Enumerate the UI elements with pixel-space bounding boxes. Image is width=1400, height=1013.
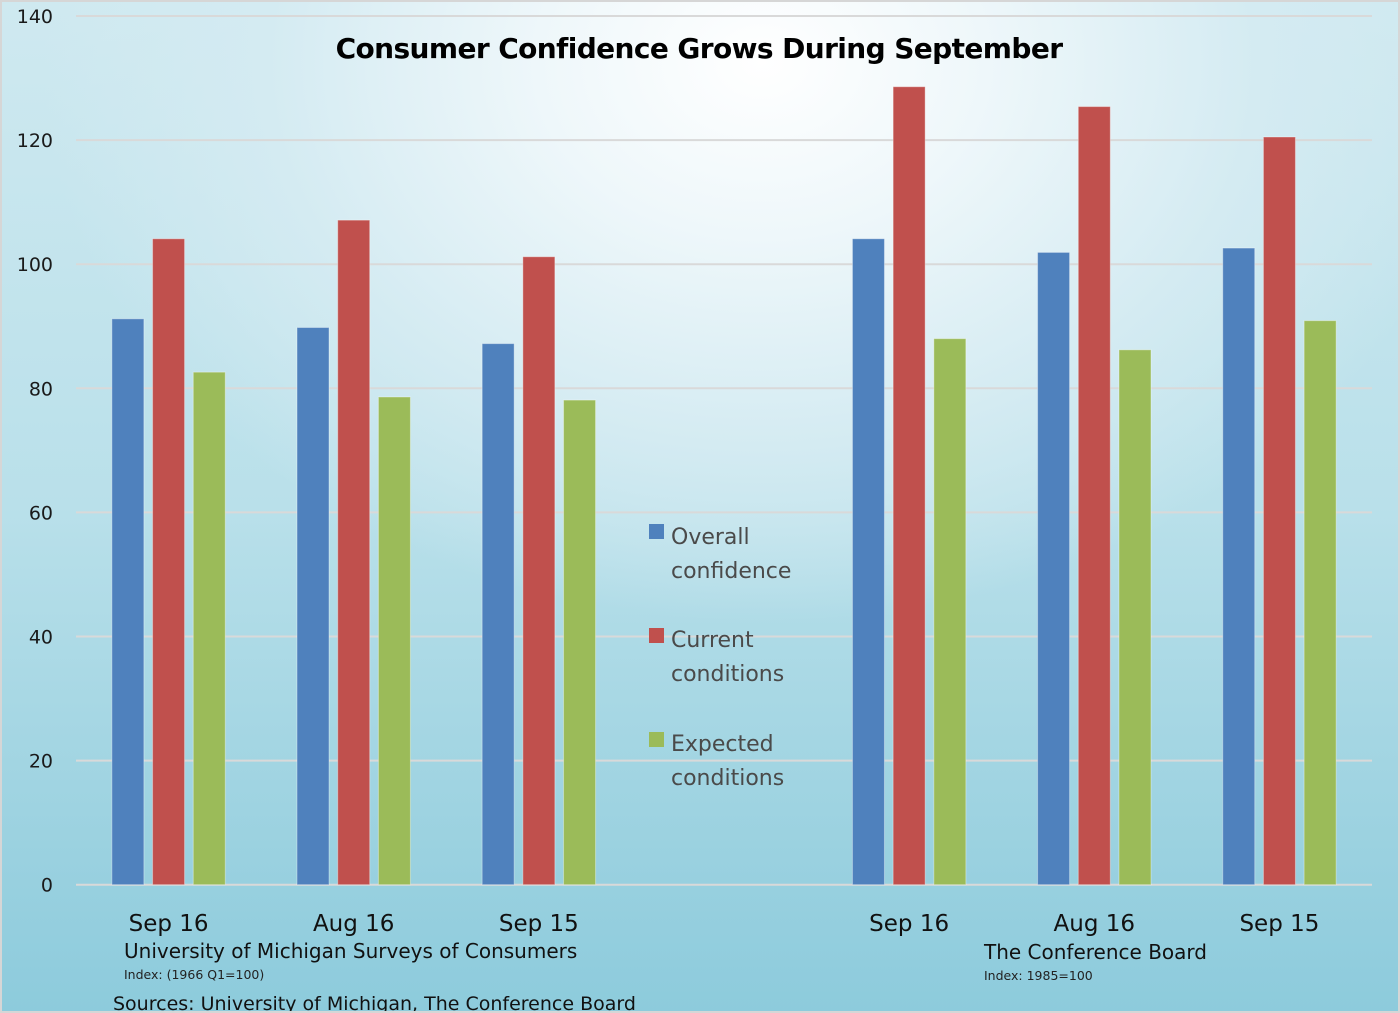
bar-overall-confidence	[296, 326, 330, 886]
y-tick-label: 80	[29, 378, 53, 400]
gridlines	[76, 15, 1372, 886]
bar-current-conditions	[152, 238, 186, 886]
bar-overall-confidence	[111, 318, 145, 886]
bar-current-conditions	[1077, 106, 1111, 886]
bar-overall-confidence	[1222, 247, 1256, 886]
y-tick-label: 20	[29, 751, 53, 773]
bar-current-conditions	[1262, 136, 1296, 886]
x-tick-label: Aug 16	[1054, 911, 1136, 937]
y-tick-label: 100	[17, 254, 53, 276]
y-tick-label: 40	[29, 627, 53, 649]
legend-label-overall-line1: Overall	[671, 525, 750, 550]
bar-expected-conditions	[192, 371, 226, 886]
y-tick-label: 140	[17, 6, 53, 28]
bar-overall-confidence	[1037, 251, 1071, 886]
bar-current-conditions	[522, 256, 556, 886]
bar-expected-conditions	[1118, 349, 1152, 886]
index-note-michigan: Index: (1966 Q1=100)	[124, 967, 264, 982]
legend-label-expected-line2: conditions	[671, 766, 784, 791]
bar-current-conditions	[892, 86, 926, 886]
index-note-conference-board: Index: 1985=100	[984, 968, 1093, 983]
bar-overall-confidence	[851, 238, 885, 886]
legend-label-expected-line1: Expected	[671, 732, 774, 757]
x-axis: Sep 16 Aug 16 Sep 15 Sep 16 Aug 16 Sep 15	[129, 911, 1320, 937]
legend-label-overall-line2: confidence	[671, 559, 791, 584]
bar-overall-confidence	[481, 343, 515, 886]
bars	[111, 86, 1337, 886]
legend-label-current-line2: conditions	[671, 662, 784, 687]
y-tick-label: 0	[41, 875, 53, 897]
x-tick-label: Sep 15	[499, 911, 579, 937]
y-tick-label: 120	[17, 130, 53, 152]
bar-expected-conditions	[563, 399, 597, 886]
legend-swatch-expected	[649, 732, 664, 747]
y-tick-label: 60	[29, 502, 53, 524]
source-note: Sources: University of Michigan, The Con…	[113, 993, 636, 1011]
bar-expected-conditions	[377, 396, 411, 886]
chart-title: Consumer Confidence Grows During Septemb…	[336, 32, 1064, 65]
x-tick-label: Sep 16	[129, 911, 209, 937]
legend-swatch-current	[649, 628, 664, 643]
group-label-michigan: University of Michigan Surveys of Consum…	[124, 939, 577, 963]
x-tick-label: Sep 16	[869, 911, 949, 937]
bar-current-conditions	[337, 219, 371, 886]
legend: Overall confidence Current conditions Ex…	[649, 524, 791, 791]
x-tick-label: Sep 15	[1239, 911, 1319, 937]
legend-label-current-line1: Current	[671, 628, 754, 653]
x-tick-label: Aug 16	[313, 911, 395, 937]
group-label-conference-board: The Conference Board	[983, 940, 1207, 964]
bar-expected-conditions	[1303, 320, 1337, 886]
bar-expected-conditions	[933, 338, 967, 886]
legend-swatch-overall	[649, 524, 664, 539]
y-axis: 0 20 40 60 80 100 120 140	[17, 6, 53, 897]
